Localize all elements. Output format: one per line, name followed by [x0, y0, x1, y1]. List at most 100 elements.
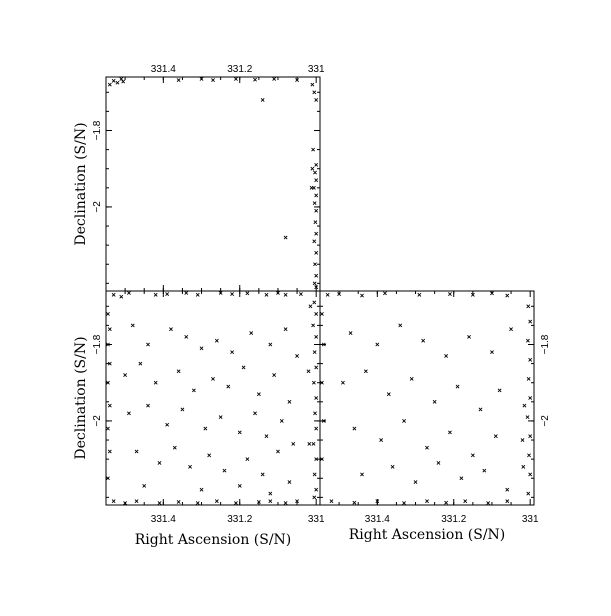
data-point — [417, 292, 422, 297]
data-point — [314, 193, 319, 198]
data-point — [264, 434, 269, 439]
data-point — [413, 480, 418, 484]
data-point — [111, 78, 116, 83]
data-point — [268, 342, 273, 347]
data-point — [272, 373, 277, 377]
data-point — [234, 501, 238, 506]
series-points — [319, 291, 533, 506]
data-point — [478, 407, 483, 412]
data-point — [314, 457, 319, 462]
data-point — [165, 292, 170, 296]
data-point — [493, 434, 498, 439]
data-point — [528, 472, 533, 477]
data-point — [525, 338, 530, 343]
data-point — [497, 388, 502, 393]
data-point — [176, 500, 181, 504]
data-point — [313, 220, 318, 225]
data-point — [425, 445, 429, 450]
data-point — [105, 342, 110, 347]
data-point — [312, 350, 317, 355]
data-point — [123, 501, 128, 506]
data-point — [127, 290, 131, 295]
data-point — [256, 392, 261, 397]
data-point — [321, 419, 326, 423]
data-point — [268, 491, 273, 496]
x-tick-label: 331.2 — [227, 64, 252, 75]
data-point — [119, 76, 124, 81]
data-point — [312, 90, 317, 95]
data-point — [172, 445, 177, 450]
data-point — [526, 376, 531, 381]
data-point — [130, 323, 135, 328]
data-point — [105, 312, 110, 316]
data-point — [203, 426, 208, 431]
data-point — [314, 334, 319, 339]
data-point — [467, 334, 471, 339]
data-point — [146, 342, 150, 347]
data-point — [311, 441, 316, 446]
data-point — [283, 501, 288, 506]
data-point — [176, 78, 181, 82]
data-point — [375, 499, 380, 504]
data-point — [312, 201, 317, 206]
data-point — [283, 235, 288, 240]
data-point — [313, 170, 317, 175]
x-tick-label: 331.4 — [365, 514, 390, 525]
data-point — [180, 407, 185, 412]
data-point — [211, 78, 215, 82]
data-point — [107, 449, 112, 454]
data-point — [230, 350, 235, 355]
data-point — [425, 499, 429, 504]
x-tick-label: 331.2 — [441, 514, 466, 525]
data-point — [121, 79, 126, 84]
data-point — [287, 480, 292, 484]
data-point — [527, 453, 531, 458]
data-point — [276, 449, 280, 454]
data-point — [169, 327, 173, 332]
data-point — [119, 294, 124, 299]
data-point — [295, 354, 299, 358]
data-point — [455, 384, 460, 389]
data-point — [191, 388, 196, 393]
data-point — [528, 357, 533, 362]
data-point — [195, 501, 200, 506]
data-point — [272, 76, 277, 81]
data-point — [490, 350, 494, 355]
data-point — [184, 290, 189, 295]
data-point — [329, 499, 334, 504]
data-point — [312, 472, 317, 477]
data-point — [308, 304, 313, 309]
data-point — [153, 380, 158, 385]
data-point — [482, 468, 487, 473]
data-point — [521, 464, 526, 469]
data-point — [525, 415, 530, 420]
data-point — [107, 327, 112, 332]
data-point — [319, 457, 324, 462]
data-point — [264, 292, 269, 297]
data-point — [314, 250, 319, 255]
data-point — [276, 290, 280, 295]
data-point — [436, 461, 441, 465]
y-tick-label: −1.8 — [540, 334, 551, 354]
data-point — [188, 464, 192, 469]
data-point — [105, 380, 110, 385]
data-point — [348, 331, 353, 335]
data-point — [311, 380, 316, 385]
y-axis-title: Declination (S/N) — [73, 336, 89, 459]
data-point — [184, 334, 189, 339]
data-point — [312, 300, 317, 305]
data-point — [314, 273, 319, 278]
y-tick-label: −2 — [540, 415, 551, 427]
data-point — [245, 457, 250, 462]
data-point — [522, 403, 527, 408]
data-point — [157, 501, 162, 506]
data-point — [314, 208, 319, 213]
data-point — [314, 178, 319, 183]
data-point — [314, 98, 319, 102]
data-point — [310, 166, 315, 171]
data-point — [157, 461, 162, 465]
panel-bottom-left: 331.4 331.2 331 −1.8 −2 Right Ascension (S/N)… — [73, 290, 325, 548]
data-point — [314, 396, 319, 400]
